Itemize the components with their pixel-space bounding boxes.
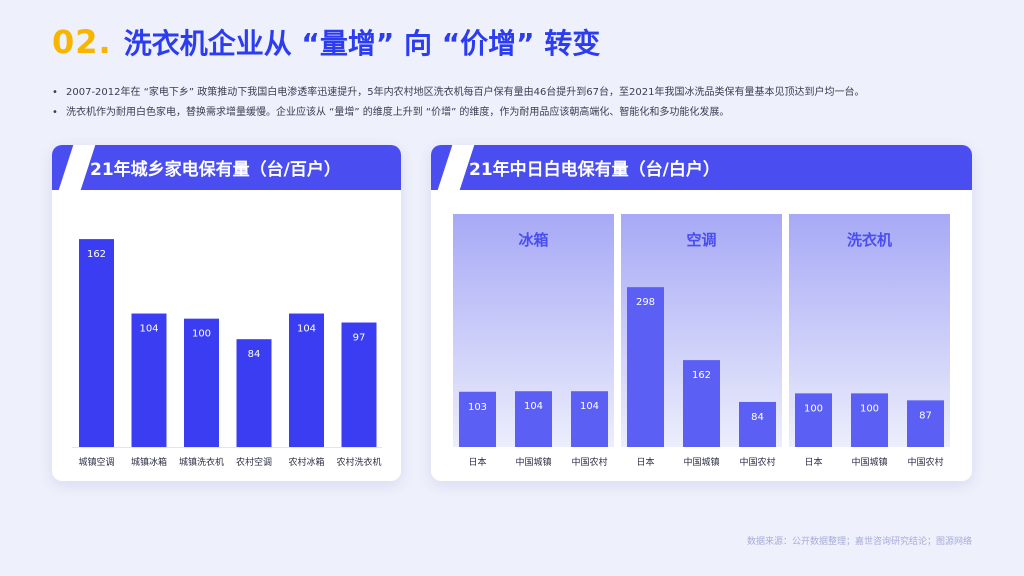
category-label: 中国城镇: [851, 456, 887, 468]
china-japan-bar-chart: 冰箱 103 日本 104 中国城镇 104 中国农村 空调 298 日本 162 中国城镇 84 中国农…: [453, 214, 950, 468]
bullet-dot-icon: •: [52, 87, 58, 98]
slide-title: 02. 洗衣机企业从 “量增” 向 “价增” 转变: [52, 20, 600, 64]
bar: [851, 393, 888, 447]
bar-value-label: 104: [139, 324, 158, 335]
bar: [79, 239, 114, 447]
chart-header: 21年城乡家电保有量（台/百户）: [52, 145, 401, 190]
category-label: 农村冰箱: [288, 456, 324, 468]
chart-title: 21年城乡家电保有量（台/百户）: [90, 160, 341, 180]
bar-value-label: 100: [192, 329, 211, 340]
category-label: 城镇空调: [78, 456, 114, 468]
bar-value-label: 298: [636, 297, 655, 308]
bar: [236, 339, 272, 447]
urban-rural-bar-chart: 162 城镇空调 104 城镇冰箱 100 城镇洗衣机 84 农村空调 104 农村冰箱 97 农村洗…: [72, 239, 382, 468]
source-note: 数据来源：公开数据整理；嘉世咨询研究结论；图源网络: [746, 537, 972, 547]
bar: [184, 318, 219, 447]
bar: [627, 287, 664, 447]
bar-value-label: 87: [919, 410, 932, 421]
bullet-item: • 洗衣机作为耐用白色家电，替换需求增量缓慢。企业应该从 “量增” 的维度上升到…: [52, 106, 982, 120]
category-label: 日本: [804, 456, 822, 468]
bar: [341, 322, 377, 447]
category-label: 农村空调: [236, 456, 272, 468]
urban-rural-chart-card: 21年城乡家电保有量（台/百户） 162 城镇空调 104 城镇冰箱 100 城镇洗衣机 8…: [52, 145, 401, 481]
category-label: 城镇洗衣机: [179, 456, 224, 468]
bullet-text: 洗衣机作为耐用白色家电，替换需求增量缓慢。企业应该从 “量增” 的维度上升到 “…: [66, 107, 730, 118]
bar: [795, 393, 832, 447]
page-title: 洗衣机企业从 “量增” 向 “价增” 转变: [123, 27, 601, 60]
category-label: 中国城镇: [683, 456, 719, 468]
bullet-dot-icon: •: [52, 107, 58, 118]
category-label: 中国城镇: [515, 456, 551, 468]
group-label: 空调: [686, 231, 716, 249]
category-label: 日本: [468, 456, 486, 468]
bar-value-label: 162: [692, 370, 711, 381]
bar-value-label: 104: [297, 324, 316, 335]
chart-header: 21年中日白电保有量（台/白户）: [431, 145, 972, 190]
bar: [289, 313, 324, 447]
bar: [131, 313, 167, 447]
bar-value-label: 162: [87, 249, 106, 260]
bar-value-label: 84: [248, 349, 261, 360]
bar: [739, 401, 776, 447]
category-label: 农村洗衣机: [336, 456, 381, 468]
category-label: 中国农村: [571, 456, 607, 468]
bar-value-label: 97: [353, 333, 366, 344]
category-label: 中国农村: [739, 456, 775, 468]
china-japan-chart-card: 21年中日白电保有量（台/白户） 冰箱 103 日本 104 中国城镇 104 中国农村 空调…: [431, 145, 972, 481]
bar-value-label: 100: [860, 403, 879, 414]
bullet-text: 2007-2012年在 “家电下乡” 政策推动下我国白电渗透率迅速提升，5年内农…: [66, 87, 865, 98]
chart-title: 21年中日白电保有量（台/白户）: [469, 160, 720, 180]
bar-value-label: 104: [524, 401, 543, 412]
bar: [571, 391, 608, 447]
bullet-list: • 2007-2012年在 “家电下乡” 政策推动下我国白电渗透率迅速提升，5年…: [52, 86, 982, 126]
category-label: 中国农村: [907, 456, 943, 468]
bar: [459, 391, 496, 447]
bar: [907, 400, 944, 447]
category-label: 城镇冰箱: [131, 456, 167, 468]
bar-value-label: 100: [804, 403, 823, 414]
bar-value-label: 103: [468, 402, 487, 413]
section-number: 02.: [52, 23, 112, 61]
group-label: 洗衣机: [847, 231, 892, 249]
bar-value-label: 104: [580, 401, 599, 412]
bar: [515, 391, 552, 447]
category-label: 日本: [636, 456, 654, 468]
bar-value-label: 84: [751, 412, 764, 423]
bullet-item: • 2007-2012年在 “家电下乡” 政策推动下我国白电渗透率迅速提升，5年…: [52, 86, 982, 100]
group-label: 冰箱: [518, 231, 548, 249]
bar: [683, 360, 720, 447]
